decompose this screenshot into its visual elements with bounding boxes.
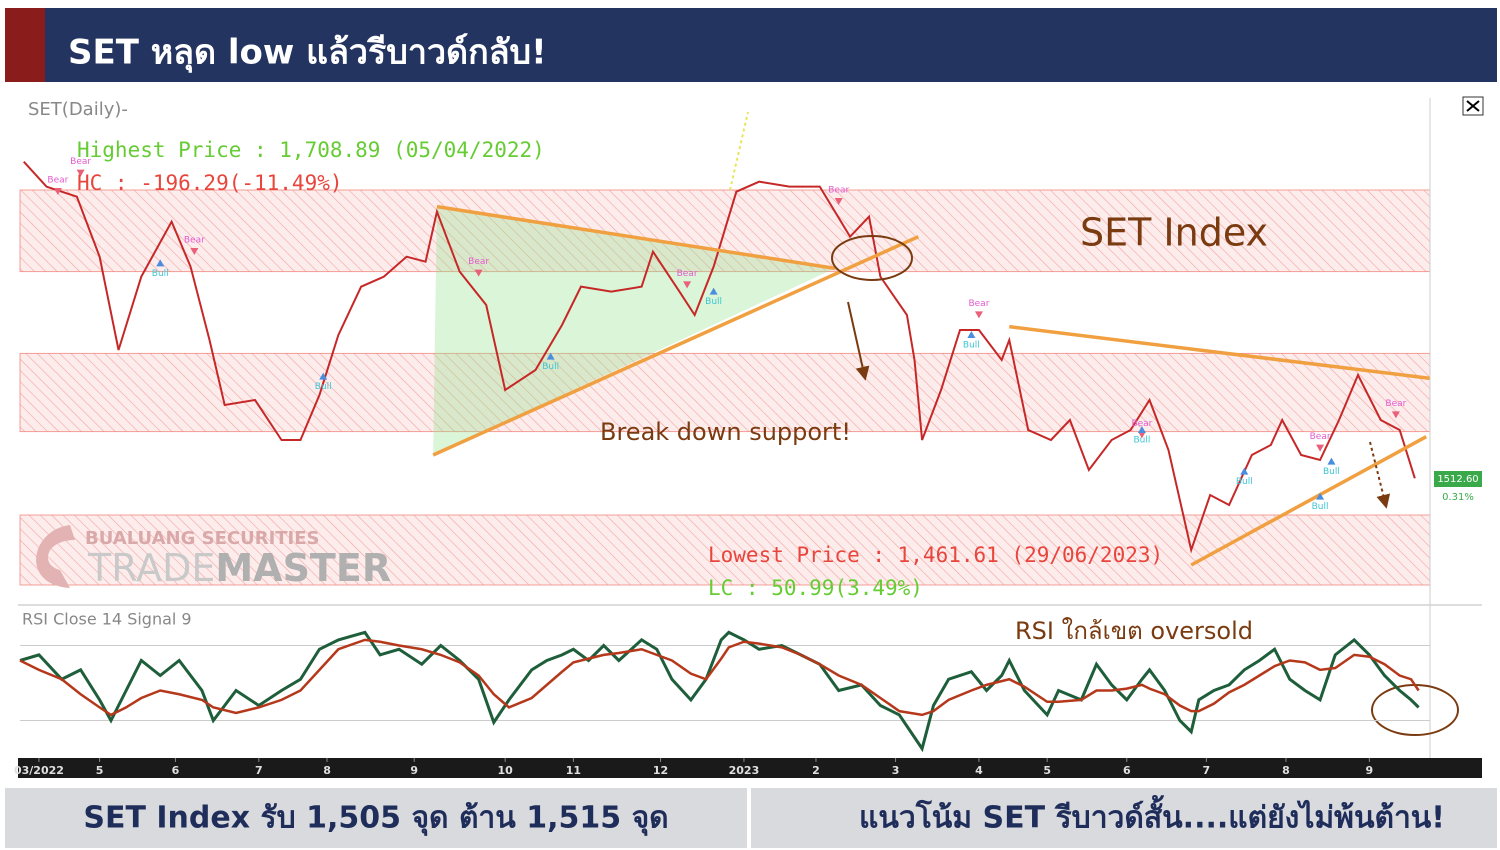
last-price-tag — [1434, 471, 1482, 487]
rsi-line — [19, 638, 1420, 717]
support-resistance-zone — [19, 514, 1431, 586]
close-icon — [1466, 100, 1480, 112]
price-chart-title: SET(Daily)- — [28, 99, 128, 120]
x-tick-label: 11 — [566, 764, 581, 777]
annotation: Highest Price : 1,708.89 (05/04/2022) — [77, 138, 545, 162]
signal-label: Bull — [963, 341, 980, 351]
x-tick-label: 7 — [255, 764, 263, 777]
watermark-company: BUALUANG SECURITIES — [85, 528, 320, 549]
x-tick-label: 2 — [812, 764, 820, 777]
x-tick-label: 4 — [975, 764, 983, 777]
x-tick-label: 9 — [1366, 764, 1374, 777]
x-tick-label: 03/2022 — [14, 764, 64, 777]
x-axis-bar — [18, 758, 1482, 778]
x-tick-label: 12 — [653, 764, 668, 777]
annotation: Break down support! — [600, 418, 851, 446]
x-tick-label: 10 — [498, 764, 514, 777]
signal-arrow — [546, 352, 555, 360]
breakdown-circle — [831, 235, 913, 281]
trendline — [1009, 324, 1431, 381]
signal-arrow — [1316, 444, 1325, 452]
footer-left-text: SET Index รับ 1,505 จุด ต้าน 1,515 จุด — [83, 801, 668, 837]
x-tick-label: 8 — [323, 764, 331, 777]
signal-label: Bear — [468, 257, 489, 267]
trendline — [436, 204, 836, 271]
x-tick-label: 9 — [410, 764, 418, 777]
signal-arrow — [709, 287, 718, 295]
x-tick-label: 3 — [892, 764, 900, 777]
signal-label: Bull — [152, 269, 169, 279]
signal-label: Bear — [677, 269, 698, 279]
watermark-logo — [36, 525, 75, 588]
header-bar — [5, 8, 1497, 82]
watermark-brand-bold: MASTER — [215, 546, 391, 590]
signal-label: Bear — [968, 299, 989, 309]
last-price-label: 1512.60 — [1437, 474, 1478, 485]
signal-arrow — [1137, 426, 1146, 433]
footer-left-box — [5, 788, 747, 848]
signal-arrow — [1137, 431, 1146, 439]
change-label: 0.31% — [1442, 492, 1474, 503]
signal-arrow — [1316, 492, 1325, 500]
header-accent — [5, 8, 45, 82]
signal-label: Bull — [1236, 477, 1253, 487]
x-tick-label: 5 — [1043, 764, 1051, 777]
signal-arrow — [1327, 457, 1336, 465]
signal-label: Bear — [1310, 432, 1331, 442]
signal-arrow — [834, 198, 843, 205]
x-tick-label: 5 — [96, 764, 104, 777]
watermark-brand-light: TRADE — [87, 546, 215, 590]
triangle-fill — [433, 206, 835, 455]
signal-label: Bull — [1133, 436, 1150, 446]
annotation: HC : -196.29(-11.49%) — [77, 171, 343, 195]
annotation: SET Index — [1080, 211, 1268, 255]
x-tick-label: 6 — [172, 764, 180, 777]
trendline — [432, 235, 920, 457]
signal-label: Bull — [705, 297, 722, 307]
signal-label: Bear — [1131, 419, 1152, 429]
signal-arrow — [1240, 467, 1249, 475]
signal-label: Bear — [47, 176, 68, 186]
x-tick-label: 7 — [1203, 764, 1211, 777]
signal-arrow — [683, 281, 692, 289]
signal-label: Bear — [1385, 399, 1406, 409]
x-tick-label: 6 — [1123, 764, 1131, 777]
watermark-brand: TRADEMASTER — [87, 546, 391, 590]
signal-label: Bear — [184, 236, 205, 246]
price-panel: BUALUANG SECURITIESTRADEMASTERBearBearBe… — [19, 99, 1482, 600]
signal-arrow — [967, 331, 976, 338]
signal-arrow — [190, 248, 199, 255]
projection-line — [729, 111, 749, 191]
trendline — [1190, 435, 1428, 567]
rsi-annotation: RSI ใกล้เขต oversold — [1015, 617, 1253, 645]
signal-arrow — [1391, 411, 1400, 419]
signal-label: Bull — [1312, 502, 1329, 512]
header-title: SET หลุด low แล้วรีบาวด์กลับ! — [68, 33, 547, 74]
rsi-line — [19, 630, 1420, 753]
footer-right-text: แนวโน้ม SET รีบาวด์สั้น....แต่ยังไม่พ้นต… — [859, 795, 1445, 836]
signal-label: Bear — [828, 186, 849, 196]
signal-arrow — [474, 269, 483, 277]
annotation: LC : 50.99(3.49%) — [708, 576, 923, 600]
footer-right-box — [751, 788, 1497, 848]
signal-label: Bull — [1323, 467, 1340, 477]
signal-label: Bear — [70, 157, 91, 167]
price-line — [23, 160, 1416, 554]
signal-arrow — [319, 372, 328, 380]
signal-arrow — [53, 188, 62, 195]
rsi-title: RSI Close 14 Signal 9 — [22, 610, 192, 629]
signal-label: Bull — [542, 362, 559, 372]
down-arrow — [847, 301, 870, 381]
annotation: Lowest Price : 1,461.61 (29/06/2023) — [708, 543, 1163, 567]
signal-arrow — [156, 259, 165, 267]
down-arrow-dashed — [1369, 441, 1391, 509]
signal-arrow — [974, 311, 983, 319]
x-tick-label: 8 — [1282, 764, 1290, 777]
x-tick-label: 2023 — [729, 764, 760, 777]
signal-label: Bull — [315, 382, 332, 392]
signal-arrow — [76, 169, 85, 177]
